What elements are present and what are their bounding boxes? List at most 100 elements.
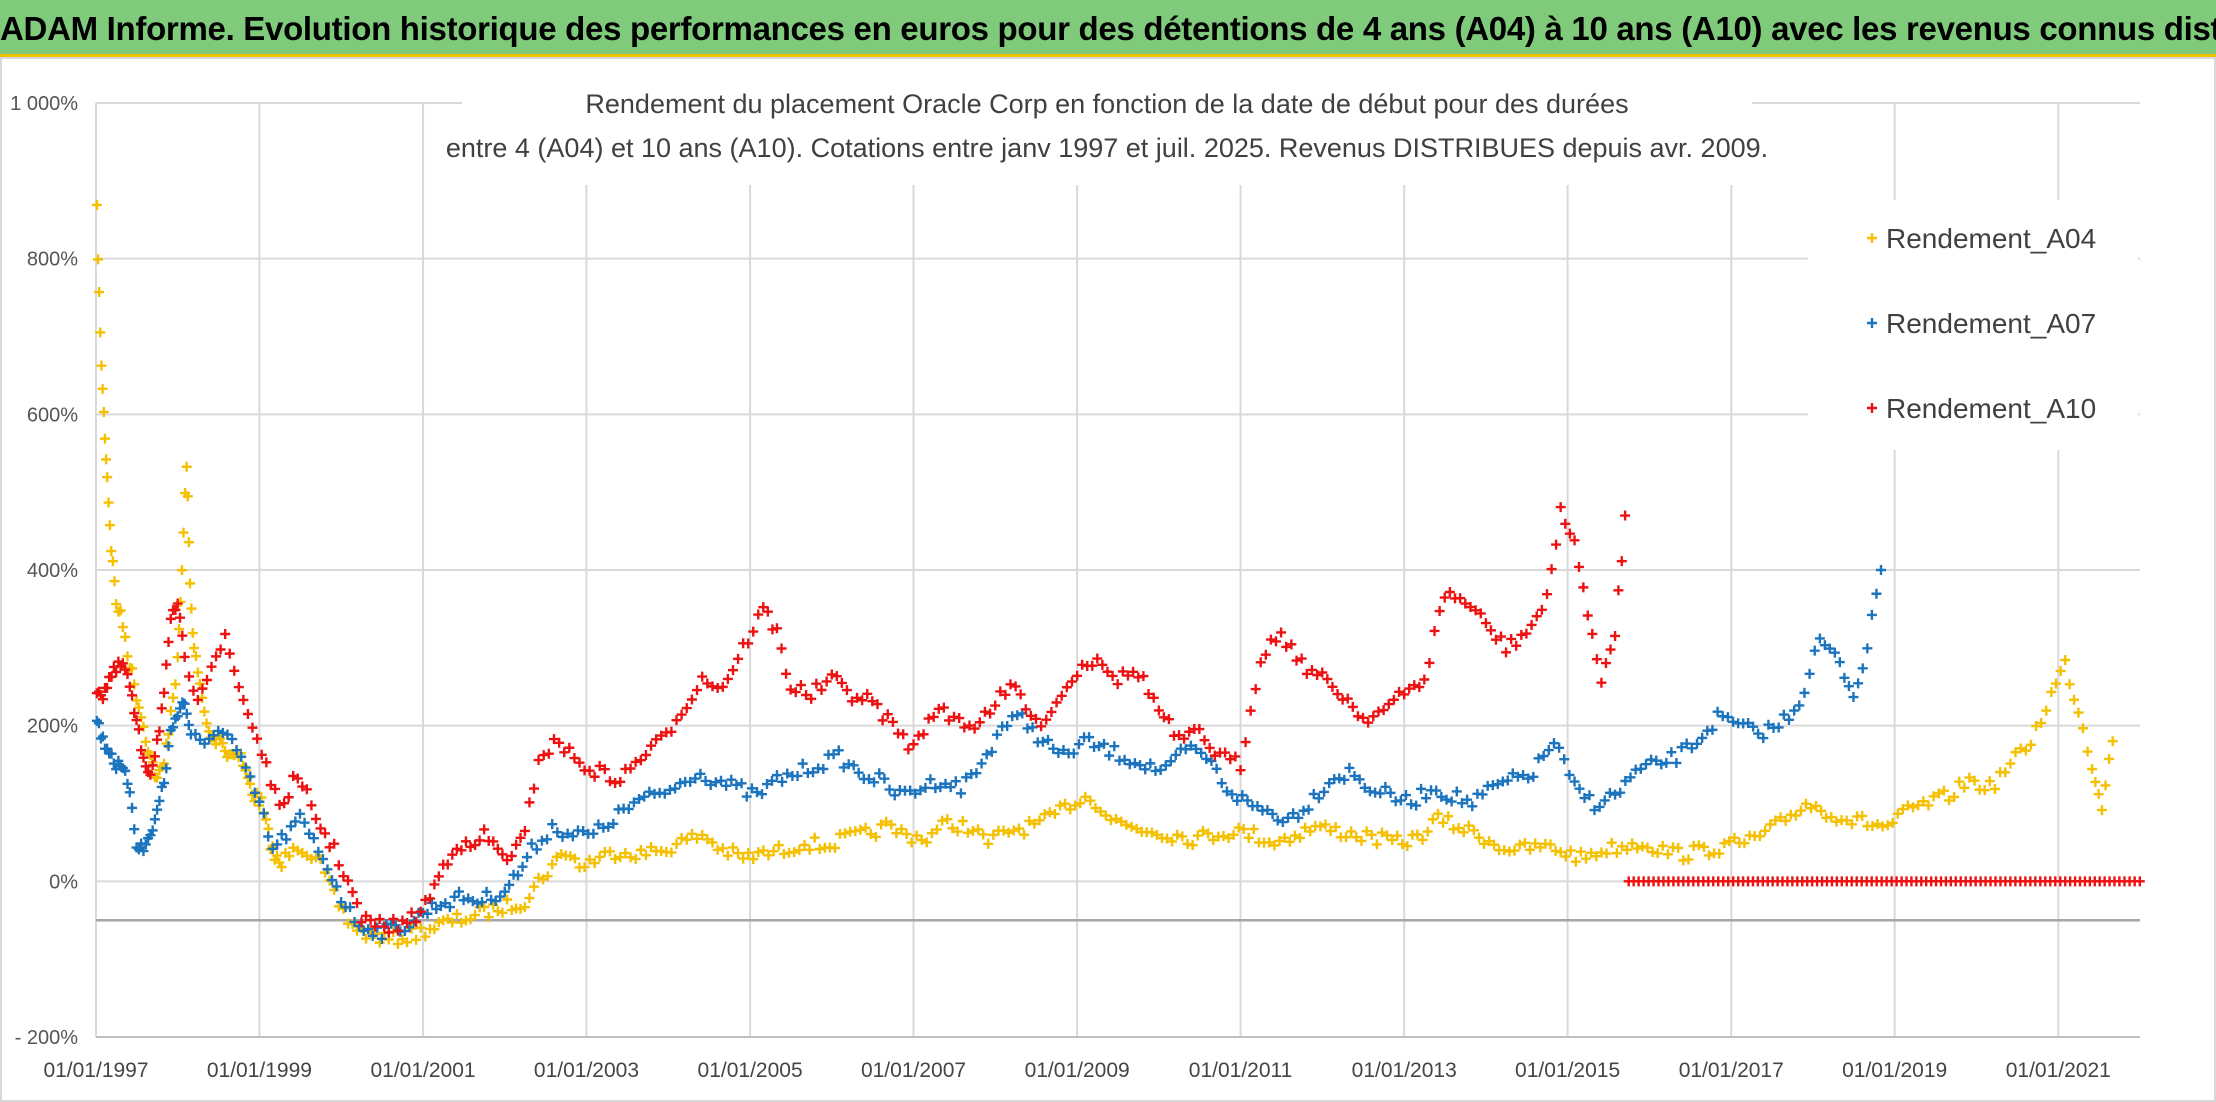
data-point bbox=[115, 605, 126, 616]
data-point bbox=[1151, 829, 1162, 840]
data-point bbox=[646, 740, 657, 751]
data-point bbox=[1463, 820, 1474, 831]
data-point bbox=[792, 770, 803, 781]
data-point bbox=[557, 831, 568, 842]
data-point bbox=[1404, 683, 1415, 694]
data-point bbox=[1099, 738, 1110, 749]
y-tick-label: 200% bbox=[27, 716, 78, 738]
data-point bbox=[388, 913, 399, 924]
data-point bbox=[2073, 707, 2084, 718]
data-point bbox=[106, 546, 117, 557]
data-point bbox=[138, 752, 149, 763]
data-point bbox=[903, 744, 914, 755]
data-point bbox=[1067, 676, 1077, 687]
data-point bbox=[589, 771, 600, 782]
data-point bbox=[1233, 822, 1244, 833]
data-point bbox=[1511, 640, 1522, 651]
data-point bbox=[1174, 730, 1184, 741]
data-point bbox=[1073, 739, 1084, 750]
data-point bbox=[1843, 681, 1854, 692]
data-point bbox=[1546, 564, 1557, 575]
data-point bbox=[1722, 712, 1733, 723]
data-point bbox=[1060, 798, 1071, 809]
data-point bbox=[376, 933, 387, 944]
data-point bbox=[1313, 793, 1324, 804]
data-point bbox=[809, 832, 820, 843]
data-point bbox=[1419, 674, 1430, 685]
data-point bbox=[1322, 674, 1333, 685]
data-point bbox=[1354, 774, 1365, 785]
data-point bbox=[957, 816, 968, 827]
data-point bbox=[1523, 773, 1534, 784]
data-point bbox=[1954, 776, 1965, 787]
data-point bbox=[736, 778, 747, 789]
data-point bbox=[1573, 561, 1584, 572]
data-point bbox=[1005, 679, 1016, 690]
data-point bbox=[1933, 788, 1944, 799]
data-point bbox=[841, 685, 852, 696]
data-point bbox=[933, 703, 944, 714]
data-point bbox=[165, 613, 176, 624]
data-point bbox=[1784, 714, 1794, 725]
data-point bbox=[1107, 670, 1118, 681]
data-point bbox=[1324, 778, 1335, 789]
data-point bbox=[424, 893, 435, 904]
data-point bbox=[1305, 826, 1316, 837]
data-point bbox=[889, 790, 900, 801]
data-point bbox=[117, 622, 128, 633]
data-point bbox=[828, 749, 839, 760]
data-point bbox=[1560, 851, 1571, 862]
data-point bbox=[1358, 712, 1369, 723]
data-point bbox=[995, 686, 1006, 697]
data-point bbox=[776, 643, 787, 654]
data-point bbox=[363, 924, 374, 935]
data-point bbox=[1385, 787, 1396, 798]
data-point bbox=[138, 846, 149, 857]
data-point bbox=[1582, 610, 1593, 621]
data-point bbox=[1366, 829, 1377, 840]
data-point bbox=[149, 814, 160, 825]
data-point bbox=[753, 609, 764, 620]
data-point bbox=[460, 836, 471, 847]
data-point bbox=[192, 667, 203, 678]
data-point bbox=[1647, 847, 1658, 858]
data-point bbox=[882, 709, 893, 720]
data-point bbox=[862, 688, 873, 699]
data-point bbox=[2082, 746, 2093, 757]
data-point bbox=[1564, 528, 1575, 539]
data-point bbox=[515, 832, 526, 843]
data-point bbox=[499, 886, 510, 897]
data-point bbox=[356, 917, 367, 928]
data-point bbox=[1395, 795, 1406, 806]
data-point bbox=[644, 786, 655, 797]
data-point bbox=[111, 599, 122, 610]
data-point bbox=[201, 718, 212, 729]
data-point bbox=[925, 774, 936, 785]
data-point bbox=[1811, 800, 1822, 811]
data-point bbox=[554, 737, 565, 748]
data-point bbox=[615, 852, 626, 863]
data-point bbox=[860, 822, 871, 833]
data-point bbox=[1625, 772, 1636, 783]
data-point bbox=[283, 792, 294, 803]
data-point bbox=[722, 673, 733, 684]
data-point bbox=[1180, 744, 1191, 755]
data-point bbox=[343, 875, 354, 886]
y-tick-label: 0% bbox=[49, 871, 78, 893]
data-point bbox=[1462, 794, 1473, 805]
data-point bbox=[1475, 608, 1486, 619]
data-point bbox=[945, 782, 956, 793]
data-point bbox=[1053, 748, 1064, 759]
data-point bbox=[488, 836, 499, 847]
data-point bbox=[536, 835, 547, 846]
data-point bbox=[299, 817, 310, 828]
data-point bbox=[451, 908, 462, 919]
header-banner: ADAM Informe. Evolution historique des p… bbox=[0, 0, 2216, 57]
data-point bbox=[1232, 795, 1243, 806]
data-point bbox=[181, 461, 192, 472]
data-point bbox=[1620, 510, 1631, 521]
data-point bbox=[1473, 832, 1484, 843]
data-point bbox=[852, 692, 863, 703]
data-point bbox=[610, 853, 621, 864]
data-point bbox=[217, 738, 228, 749]
